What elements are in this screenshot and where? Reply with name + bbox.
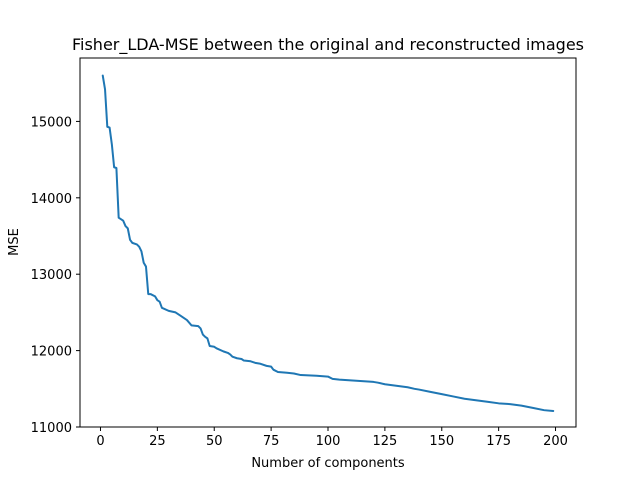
chart-title: Fisher_LDA-MSE between the original and … <box>72 35 584 55</box>
x-tick-label: 175 <box>486 434 511 449</box>
y-tick-label: 14000 <box>31 192 72 207</box>
x-tick-label: 100 <box>316 434 341 449</box>
x-tick-label: 0 <box>96 434 104 449</box>
x-tick-label: 75 <box>263 434 280 449</box>
x-axis-label: Number of components <box>251 456 405 471</box>
x-tick-label: 50 <box>206 434 223 449</box>
x-tick-label: 25 <box>149 434 166 449</box>
x-tick-label: 150 <box>429 434 454 449</box>
y-axis: 11000 12000 13000 14000 15000 <box>31 115 80 436</box>
plot-area <box>101 74 555 412</box>
y-tick-label: 13000 <box>31 268 72 283</box>
x-tick-label: 125 <box>372 434 397 449</box>
x-axis: 0 25 50 75 100 125 150 175 200 <box>96 427 568 449</box>
y-axis-label: MSE <box>7 228 22 256</box>
y-tick-label: 15000 <box>31 115 72 130</box>
y-tick-label: 12000 <box>31 345 72 360</box>
mse-series-line <box>101 74 555 412</box>
y-tick-label: 11000 <box>31 421 72 436</box>
x-tick-label: 200 <box>543 434 568 449</box>
